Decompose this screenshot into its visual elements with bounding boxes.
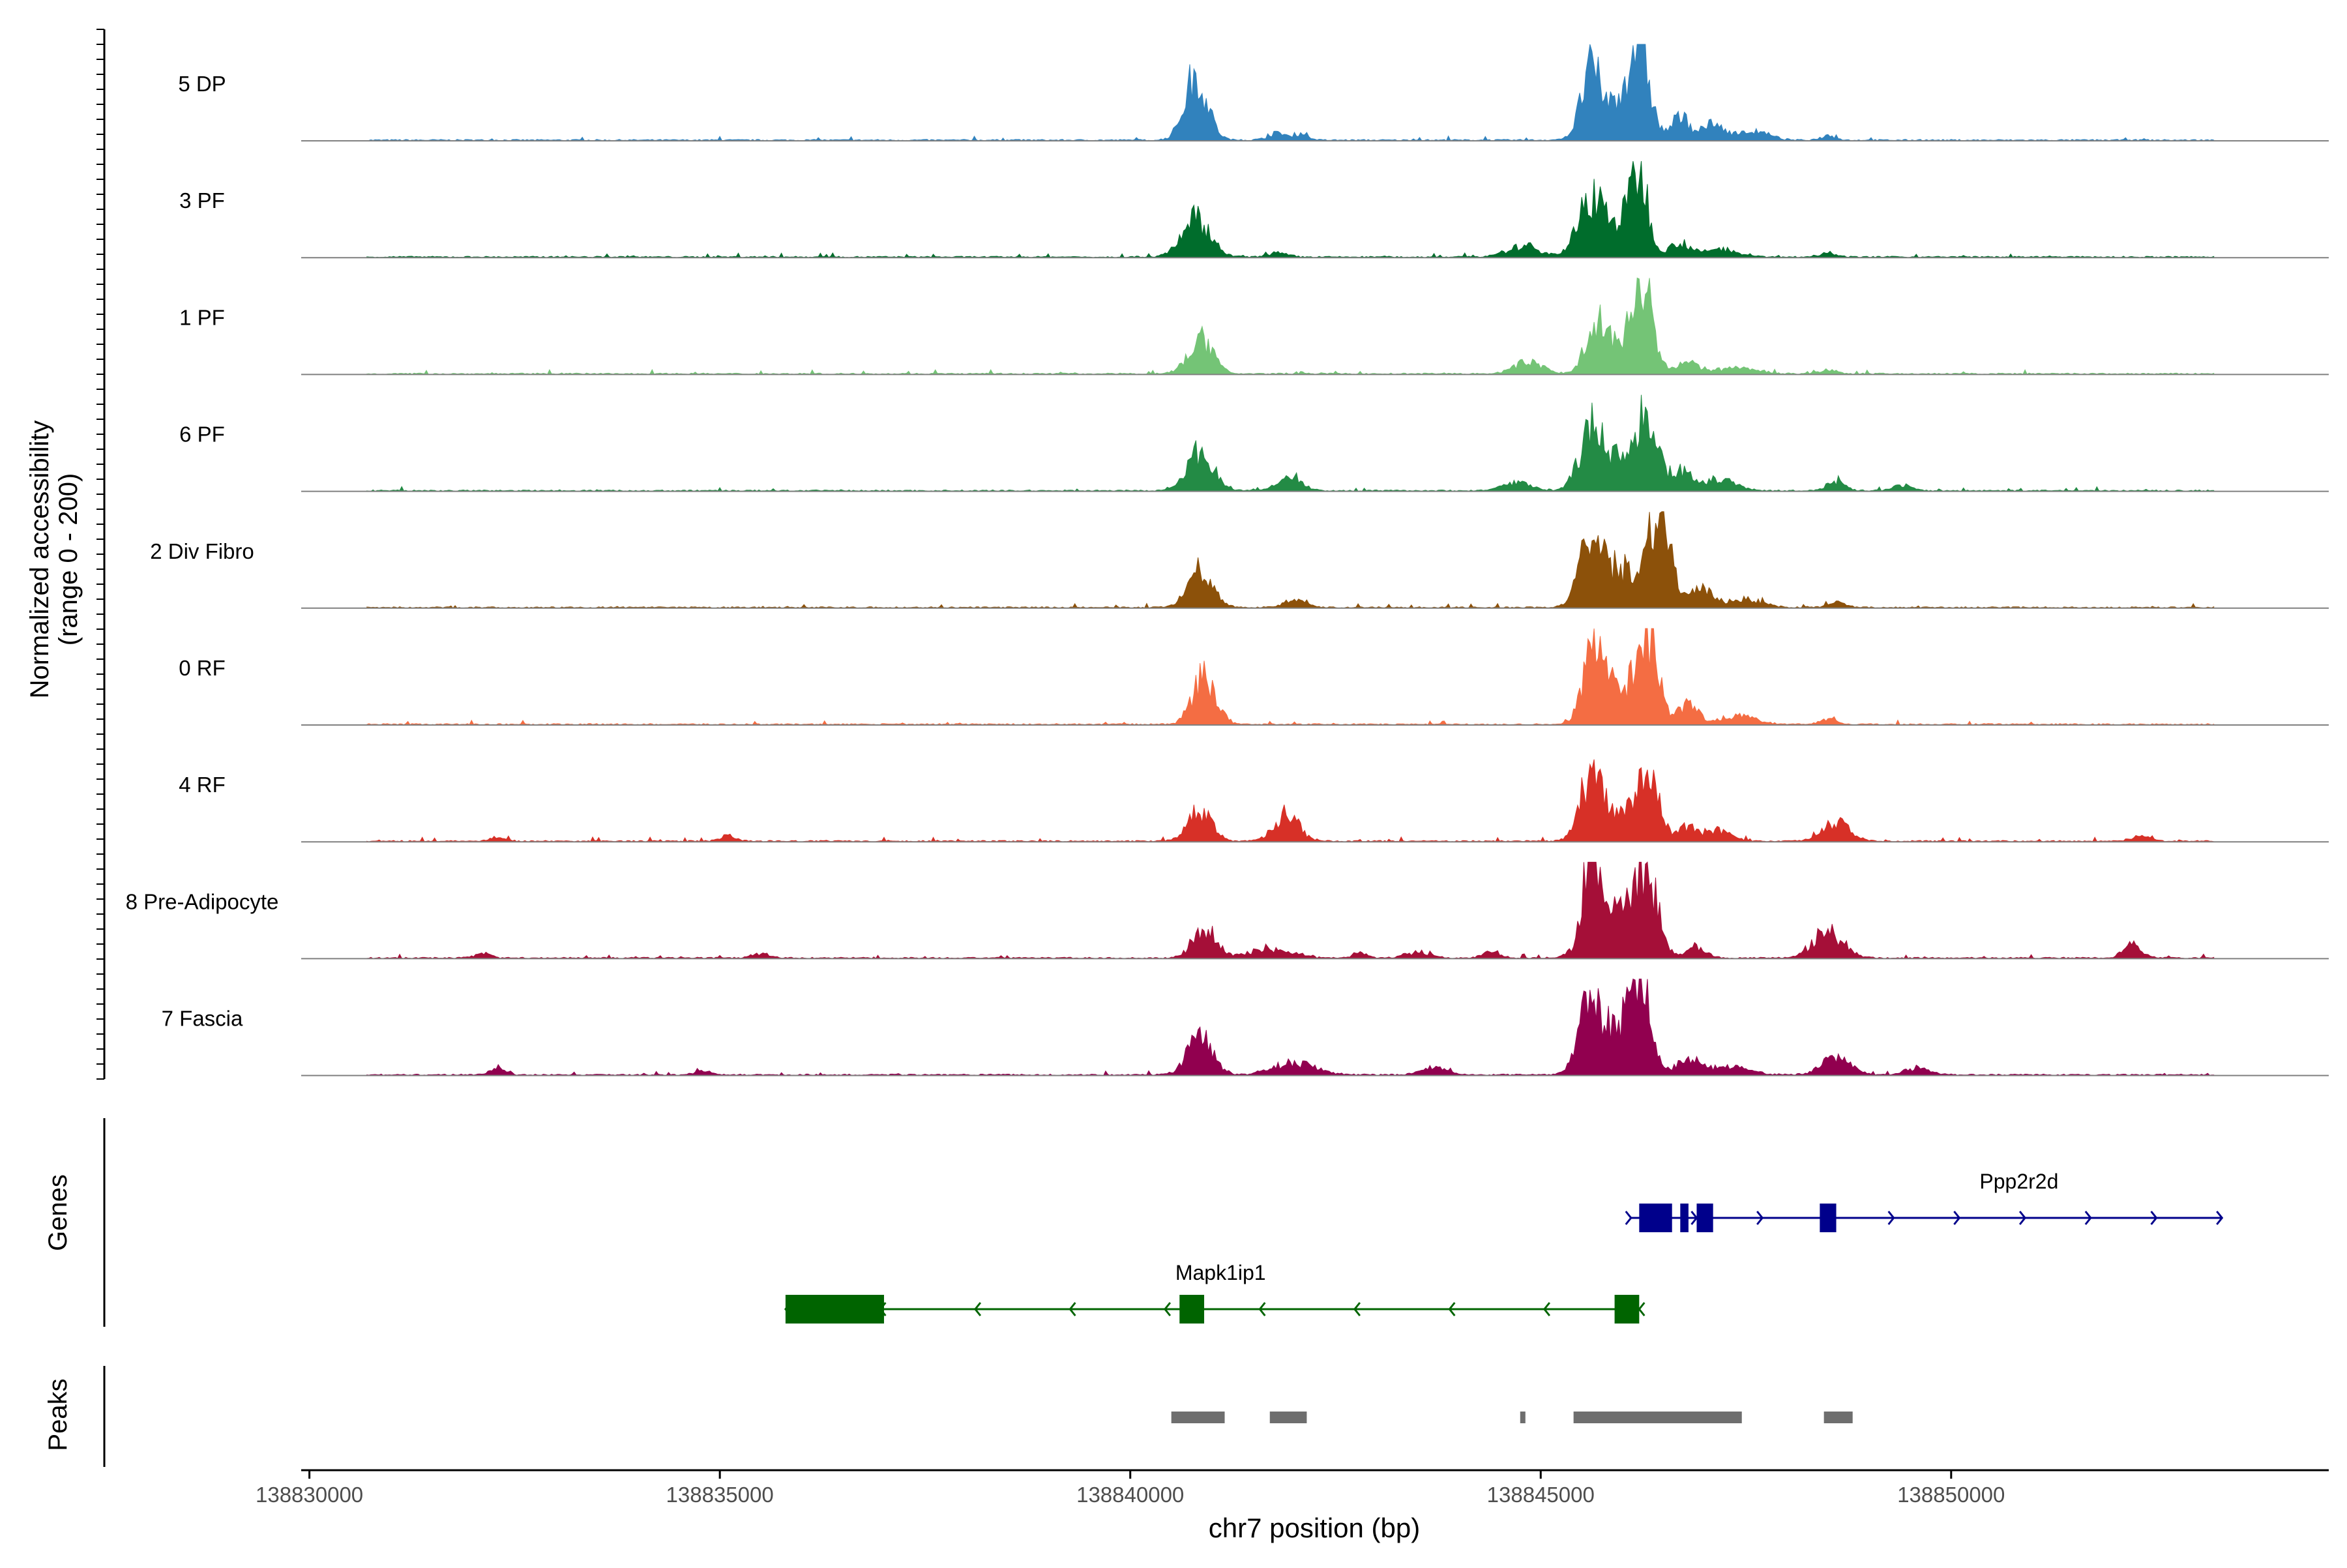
strand-arrow	[1258, 1302, 1266, 1316]
track-label: 5 DP	[178, 72, 226, 96]
coverage-track: 4 RF	[179, 759, 2329, 843]
exon	[1614, 1295, 1640, 1324]
peak-region	[1823, 1412, 1853, 1423]
coverage-area	[366, 161, 2215, 258]
y-axis-title-line1: Normalized accessibility	[25, 421, 54, 699]
x-tick-label: 138830000	[256, 1483, 363, 1507]
coverage-track: 2 Div Fibro	[150, 511, 2329, 609]
strand-arrow	[1069, 1302, 1076, 1316]
gene-model: Ppp2r2d	[1625, 1170, 2224, 1232]
y-axis	[96, 29, 106, 1080]
track-label: 7 Fascia	[162, 1007, 243, 1031]
strand-arrow	[2216, 1211, 2224, 1225]
genes-track-label: Genes	[44, 1174, 72, 1251]
strand-arrow	[1448, 1302, 1456, 1316]
x-tick-label: 138845000	[1487, 1483, 1595, 1507]
exon	[1696, 1204, 1713, 1232]
coverage-track: 7 Fascia	[162, 978, 2329, 1076]
coverage-area	[366, 759, 2215, 842]
coverage-area	[366, 628, 2215, 726]
peak-region	[1171, 1412, 1225, 1423]
strand-arrow	[1543, 1302, 1551, 1316]
gene-label: Mapk1ip1	[1175, 1261, 1266, 1284]
coverage-area	[366, 277, 2215, 375]
gene-label: Ppp2r2d	[1979, 1170, 2058, 1193]
y-axis-title-line2: (range 0 - 200)	[54, 473, 83, 646]
coverage-area	[366, 861, 2215, 959]
track-label: 4 RF	[179, 773, 226, 797]
exon	[1179, 1295, 1205, 1324]
coverage-tracks: 5 DP 3 PF 1 PF 6 PF 2 Div Fibro 0 RF 4 RF 8 Pre…	[126, 44, 2329, 1076]
exon	[785, 1295, 884, 1324]
x-tick-label: 138850000	[1897, 1483, 2005, 1507]
coverage-area	[366, 511, 2215, 609]
exon	[1820, 1204, 1837, 1232]
coverage-track: 1 PF	[179, 277, 2329, 376]
coverage-track: 5 DP	[178, 44, 2329, 141]
coverage-track: 0 RF	[179, 628, 2329, 726]
x-axis-title: chr7 position (bp)	[1209, 1513, 1421, 1543]
peak-region	[1269, 1412, 1307, 1423]
track-label: 3 PF	[179, 188, 225, 213]
gene-track: Genes Ppp2r2d Mapk1ip1	[44, 1118, 2224, 1327]
peaks-track-label: Peaks	[44, 1378, 72, 1451]
coverage-area	[366, 394, 2215, 492]
track-label: 2 Div Fibro	[150, 539, 254, 563]
coverage-track: 6 PF	[179, 394, 2329, 492]
x-axis: chr7 position (bp) 138830000 138835000 138…	[256, 1469, 2329, 1543]
strand-arrow	[1638, 1302, 1646, 1316]
coverage-area	[366, 44, 2215, 141]
coverage-area	[366, 978, 2215, 1076]
coverage-track: 8 Pre-Adipocyte	[126, 861, 2329, 960]
strand-arrow	[1756, 1211, 1764, 1225]
x-tick-label: 138840000	[1076, 1483, 1184, 1507]
exon	[1639, 1204, 1672, 1232]
strand-arrow	[1887, 1211, 1895, 1225]
exon	[1680, 1204, 1689, 1232]
strand-arrow	[1163, 1302, 1172, 1316]
strand-arrow	[1625, 1211, 1632, 1225]
strand-arrow	[2150, 1211, 2158, 1225]
coverage-track: 3 PF	[179, 161, 2329, 259]
strand-arrow	[2018, 1211, 2027, 1225]
strand-arrow	[973, 1302, 982, 1316]
peak-region	[1520, 1412, 1526, 1423]
x-tick-label: 138835000	[666, 1483, 774, 1507]
track-label: 8 Pre-Adipocyte	[126, 889, 279, 913]
strand-arrow	[1353, 1302, 1361, 1316]
track-label: 6 PF	[179, 422, 225, 447]
strand-arrow	[2084, 1211, 2092, 1225]
peak-track: Peaks	[44, 1366, 1853, 1467]
gene-model: Mapk1ip1	[784, 1261, 1646, 1324]
track-label: 0 RF	[179, 656, 226, 680]
track-label: 1 PF	[179, 305, 225, 329]
strand-arrow	[1953, 1211, 1961, 1225]
peak-region	[1573, 1412, 1742, 1423]
y-axis-title: Normalized accessibility (range 0 - 200)	[25, 421, 83, 699]
